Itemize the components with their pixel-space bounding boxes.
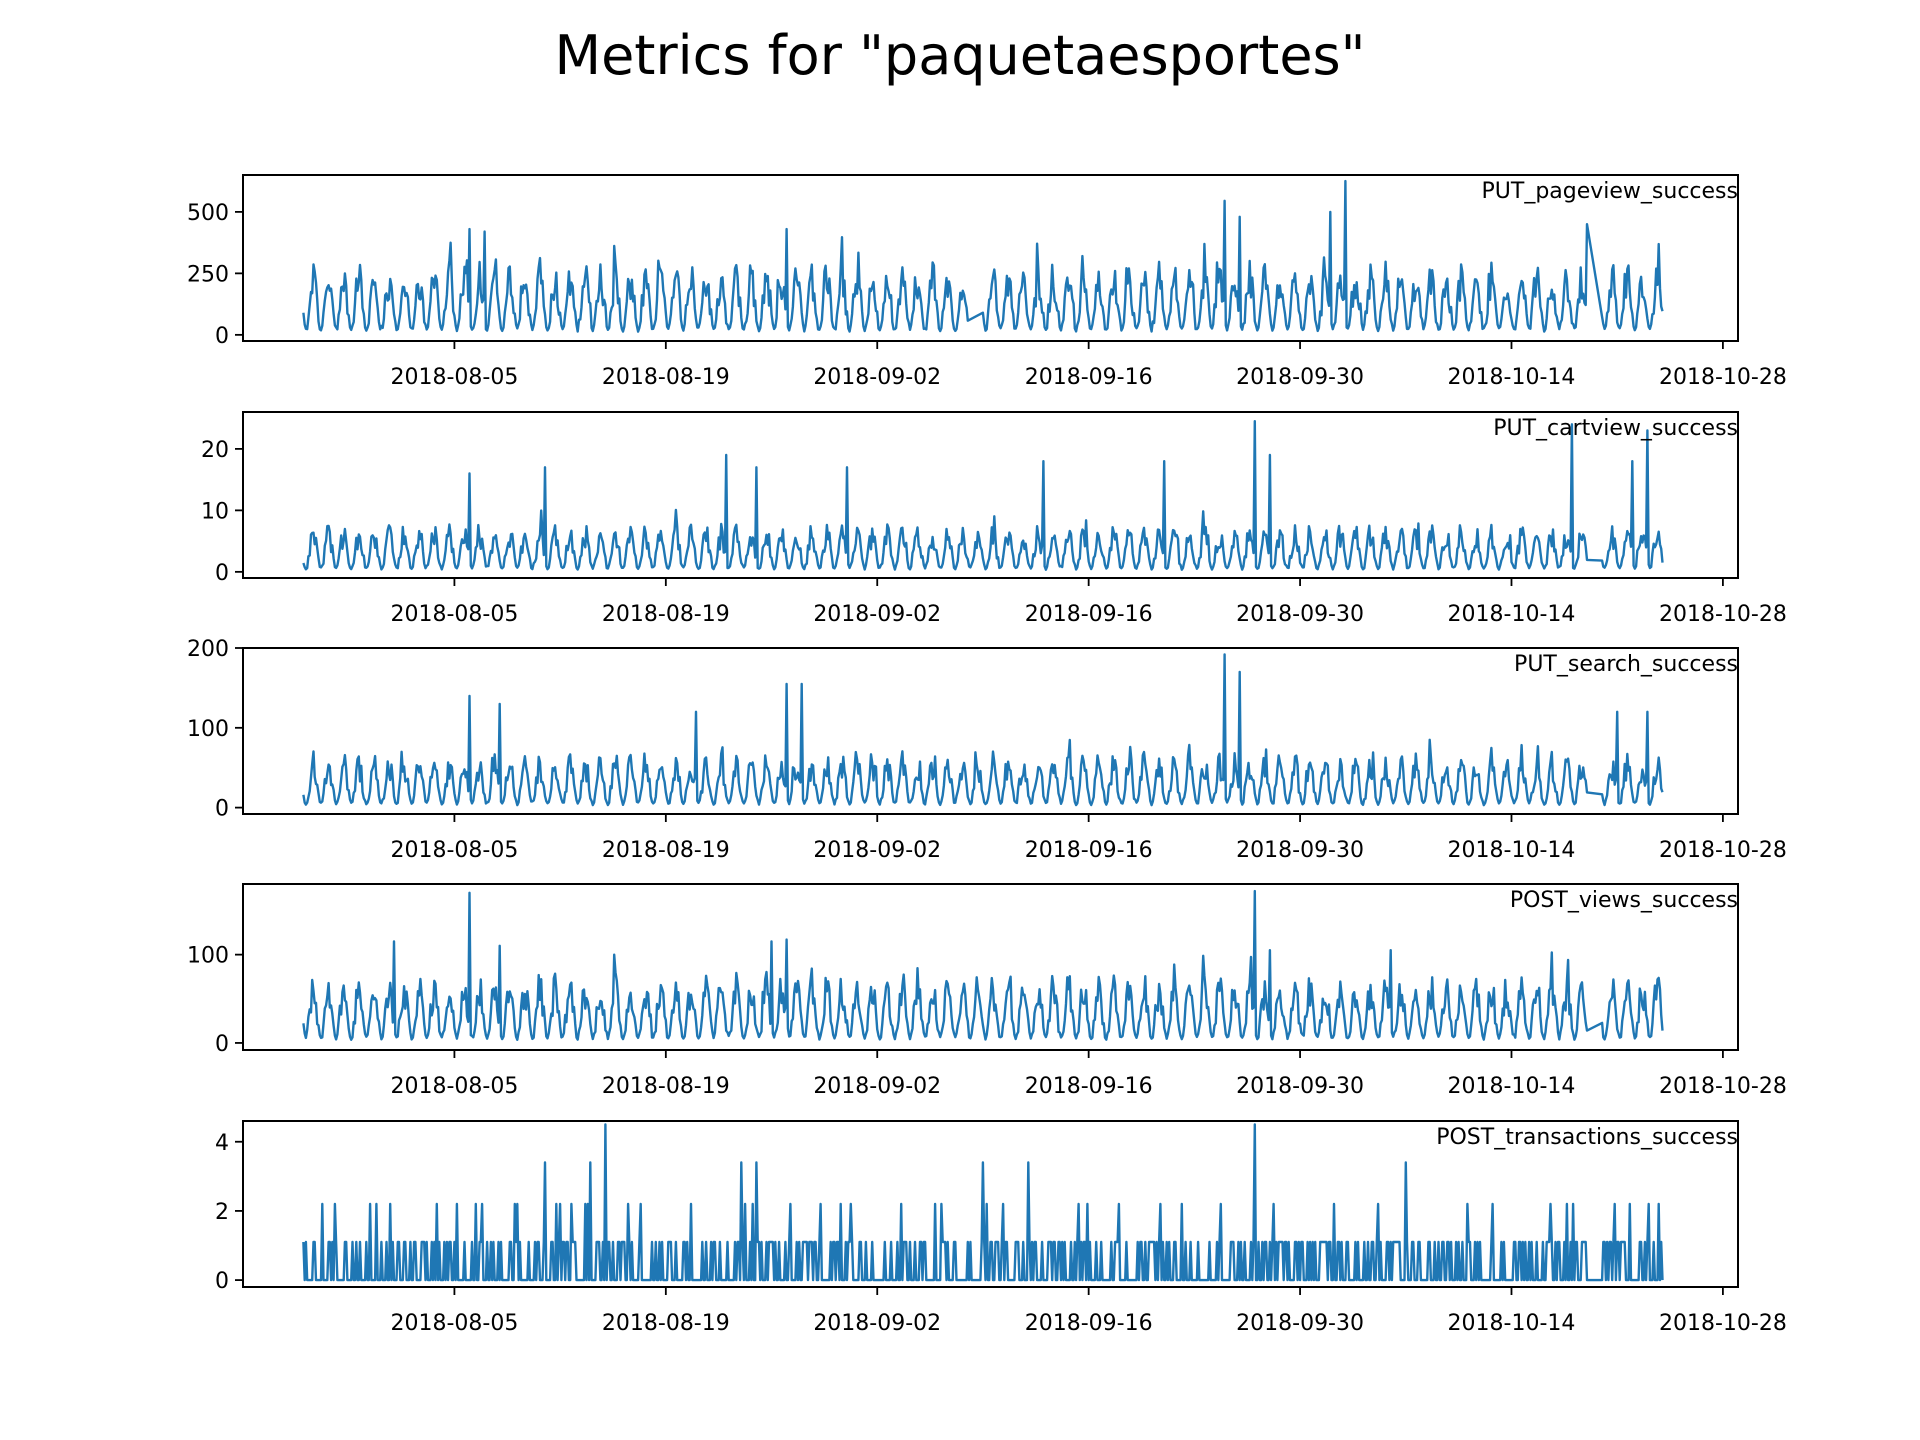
y-tick-label: 250 [187, 262, 229, 287]
axes-frame [242, 1120, 1739, 1288]
x-tick-label: 2018-10-14 [1448, 838, 1576, 863]
x-tick-label: 2018-09-30 [1236, 365, 1364, 390]
subplot-5: POST_transactions_success 0 2 4 2018-08-05 20… [215, 1120, 1787, 1336]
x-tick-label: 2018-09-30 [1236, 602, 1364, 627]
x-tick-label: 2018-09-02 [813, 838, 941, 863]
y-tick-label: 100 [187, 717, 229, 742]
x-tick-label: 2018-09-16 [1025, 602, 1153, 627]
axes-frame [242, 647, 1739, 815]
y-tick-label: 20 [201, 438, 229, 463]
x-tick-label: 2018-10-28 [1659, 1074, 1787, 1099]
x-tick-label: 2018-10-14 [1448, 602, 1576, 627]
y-tick-label: 0 [215, 1032, 229, 1057]
axes-frame [242, 411, 1739, 579]
x-tick-label: 2018-08-19 [602, 602, 730, 627]
x-tick-label: 2018-08-05 [390, 1311, 518, 1336]
subplot-1: PUT_pageview_success 0 250 500 2018-08-05 201… [187, 174, 1787, 390]
subplot-4: POST_views_success 0 100 2018-08-05 2018-08-… [187, 883, 1787, 1099]
x-tick-label: 2018-08-19 [602, 838, 730, 863]
series-label: POST_transactions_success [1436, 1125, 1738, 1150]
x-tick-label: 2018-08-05 [390, 1074, 518, 1099]
y-tick-label: 2 [215, 1200, 229, 1225]
series-line-1 [302, 889, 1664, 1041]
x-tick-label: 2018-09-02 [813, 1311, 941, 1336]
x-tick-label: 2018-09-16 [1025, 838, 1153, 863]
series-line-1 [302, 179, 1664, 333]
y-tick-label: 0 [215, 1269, 229, 1294]
axes-frame [242, 174, 1739, 342]
x-tick-label: 2018-09-02 [813, 602, 941, 627]
subplot-2: PUT_cartview_success 0 10 20 2018-08-05 2018-… [201, 411, 1787, 627]
x-tick-label: 2018-09-16 [1025, 365, 1153, 390]
y-tick-label: 0 [215, 797, 229, 822]
x-tick-label: 2018-08-05 [390, 602, 518, 627]
x-tick-label: 2018-08-19 [602, 1074, 730, 1099]
x-tick-label: 2018-10-28 [1659, 602, 1787, 627]
x-tick-label: 2018-10-14 [1448, 365, 1576, 390]
y-tick-label: 500 [187, 201, 229, 226]
x-tick-label: 2018-09-02 [813, 365, 941, 390]
x-tick-label: 2018-09-02 [813, 1074, 941, 1099]
x-tick-label: 2018-09-30 [1236, 1311, 1364, 1336]
x-tick-label: 2018-10-28 [1659, 365, 1787, 390]
y-tick-label: 0 [215, 561, 229, 586]
x-tick-label: 2018-09-30 [1236, 838, 1364, 863]
x-tick-label: 2018-10-28 [1659, 838, 1787, 863]
figure-title: Metrics for "paquetaesportes" [554, 24, 1365, 87]
y-tick-label: 200 [187, 637, 229, 662]
x-tick-label: 2018-09-16 [1025, 1074, 1153, 1099]
x-tick-label: 2018-08-19 [602, 1311, 730, 1336]
x-tick-label: 2018-09-30 [1236, 1074, 1364, 1099]
series-label: PUT_cartview_success [1493, 416, 1738, 441]
x-tick-label: 2018-10-14 [1448, 1311, 1576, 1336]
y-tick-label: 0 [215, 324, 229, 349]
x-tick-label: 2018-09-16 [1025, 1311, 1153, 1336]
x-tick-label: 2018-10-28 [1659, 1311, 1787, 1336]
x-tick-label: 2018-08-19 [602, 365, 730, 390]
x-tick-label: 2018-08-05 [390, 365, 518, 390]
x-tick-label: 2018-10-14 [1448, 1074, 1576, 1099]
y-tick-label: 4 [215, 1131, 229, 1156]
y-tick-label: 10 [201, 499, 229, 524]
axes-frame [242, 883, 1739, 1051]
series-line-1 [302, 1123, 1664, 1282]
x-tick-label: 2018-08-05 [390, 838, 518, 863]
subplot-3: PUT_search_success 0 100 200 2018-08-05 2018-… [187, 637, 1787, 863]
y-tick-label: 100 [187, 944, 229, 969]
series-label: PUT_search_success [1514, 652, 1738, 677]
series-line-1 [302, 420, 1664, 571]
series-label: POST_views_success [1510, 888, 1738, 913]
series-label: PUT_pageview_success [1482, 179, 1738, 204]
series-line-1 [302, 653, 1664, 807]
